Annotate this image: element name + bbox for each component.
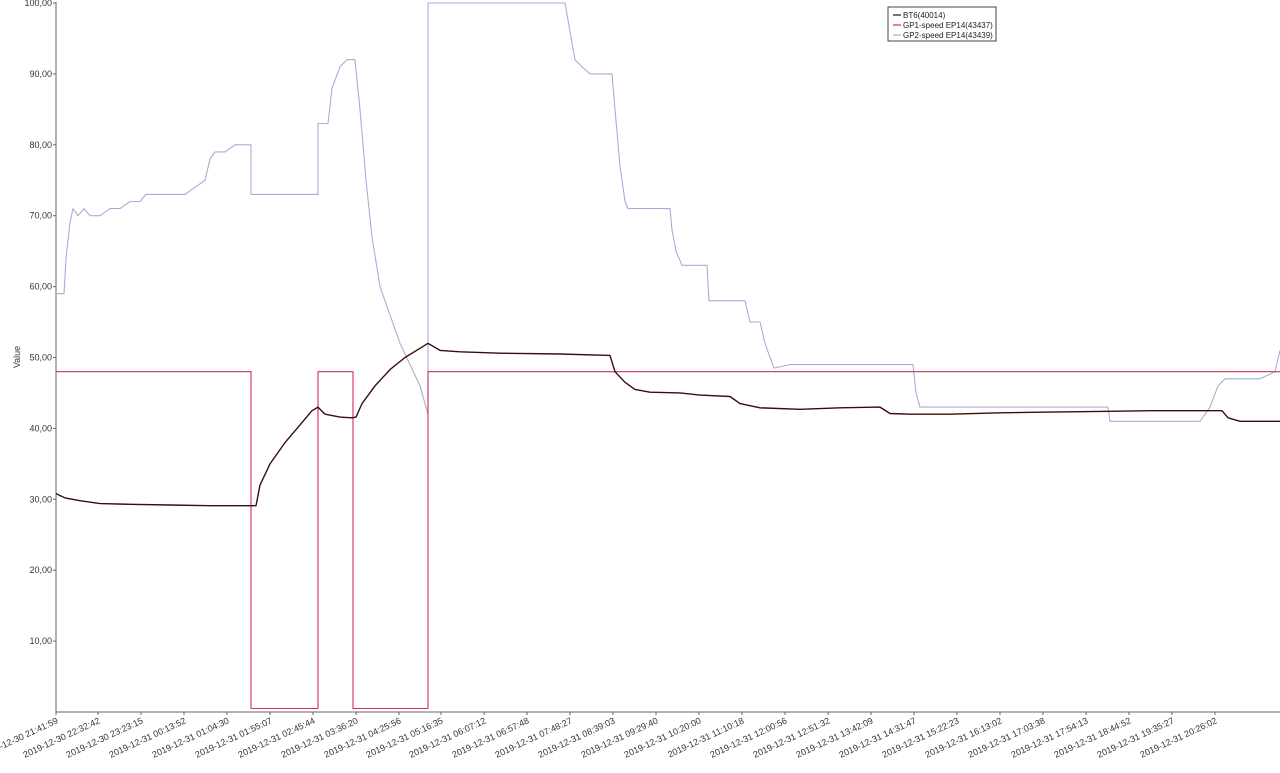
y-tick-label: 10,00 [29, 636, 52, 646]
series-line-gp1 [56, 371, 1280, 710]
x-tick-label: 2019-12-31 18:44:52 [1053, 715, 1133, 759]
x-tick-label: 2019-12-31 11:10:18 [666, 715, 745, 759]
x-tick-label: 2019-12-31 19:35:27 [1096, 715, 1176, 759]
y-tick-label: 60,00 [29, 282, 52, 292]
x-tick-label: 2019-12-31 00:13:52 [108, 715, 188, 759]
x-tick-label: 2019-12-31 16:13:02 [924, 715, 1004, 759]
axes-layer: Value [12, 2, 1280, 713]
series-layer [55, 2, 1280, 710]
y-tick-label: 40,00 [29, 423, 52, 433]
x-tick-label: 2019-12-31 08:39:03 [537, 715, 617, 759]
legend: BT6(40014) GP1-speed EP14(43437) GP2-spe… [887, 6, 997, 42]
legend-entry-bt6: BT6(40014) [893, 11, 946, 20]
x-tick-label: 2019-12-31 09:29:40 [580, 715, 660, 759]
y-tick-label: 70,00 [29, 211, 52, 221]
x-tick-label: 2019-12-31 12:00:56 [709, 715, 789, 759]
x-tick-label: 2019-12-31 15:22:23 [881, 715, 961, 759]
x-tick-label: 2019-12-31 17:54:13 [1010, 715, 1090, 759]
x-tick-label: 2019-12-30 22:32:42 [22, 715, 102, 759]
x-tick-label: 2019-12-31 07:48:27 [494, 715, 574, 759]
y-tick-label: 50,00 [29, 353, 52, 363]
x-tick-label: 2019-12-31 01:04:30 [151, 715, 231, 759]
x-tick-label: 2019-12-31 12:51:32 [752, 715, 832, 759]
y-tick-label: 30,00 [29, 494, 52, 504]
x-tick-label: 2019-12-31 01:55:07 [194, 715, 274, 759]
legend-box [887, 6, 997, 42]
y-axis-title: Value [12, 346, 22, 368]
y-tick-label: 90,00 [29, 69, 52, 79]
x-tick-label: 2019-12-31 06:07:12 [408, 715, 488, 759]
x-tick-label: 2019-12-31 02:45:44 [237, 715, 317, 759]
x-tick-label: 2019-12-31 17:03:38 [967, 715, 1047, 759]
y-tick-label: 100,00 [24, 0, 52, 8]
x-tick-label: 2019-12-31 06:57:48 [451, 715, 531, 759]
x-tick-label: 2019-12-31 14:31:47 [838, 715, 918, 759]
x-tick-label: 2019-12-31 05:16:35 [365, 715, 445, 759]
series-line-bt6 [55, 342, 1280, 507]
x-tick-label: 2019-12-31 20:26:02 [1139, 715, 1219, 759]
x-tick-label: 2019-12-30 23:23:15 [65, 715, 145, 759]
y-tick-label: 20,00 [29, 565, 52, 575]
y-ticks: 10,00 20,00 30,00 40,00 50,00 60,00 70,00 80,00… [24, 0, 56, 646]
legend-entry-gp2: GP2-speed EP14(43439) [893, 31, 993, 40]
x-tick-label: 2019-12-31 10:20:00 [623, 715, 703, 759]
legend-label-gp2: GP2-speed EP14(43439) [903, 31, 993, 40]
legend-label-bt6: BT6(40014) [903, 11, 946, 20]
legend-entry-gp1: GP1-speed EP14(43437) [893, 21, 993, 30]
series-line-gp2 [56, 2, 1280, 422]
x-tick-label: 2019-12-31 03:36:20 [280, 715, 360, 759]
legend-label-gp1: GP1-speed EP14(43437) [903, 21, 993, 30]
y-tick-label: 80,00 [29, 140, 52, 150]
x-tick-label: 2019-12-31 13:42:09 [795, 715, 875, 759]
